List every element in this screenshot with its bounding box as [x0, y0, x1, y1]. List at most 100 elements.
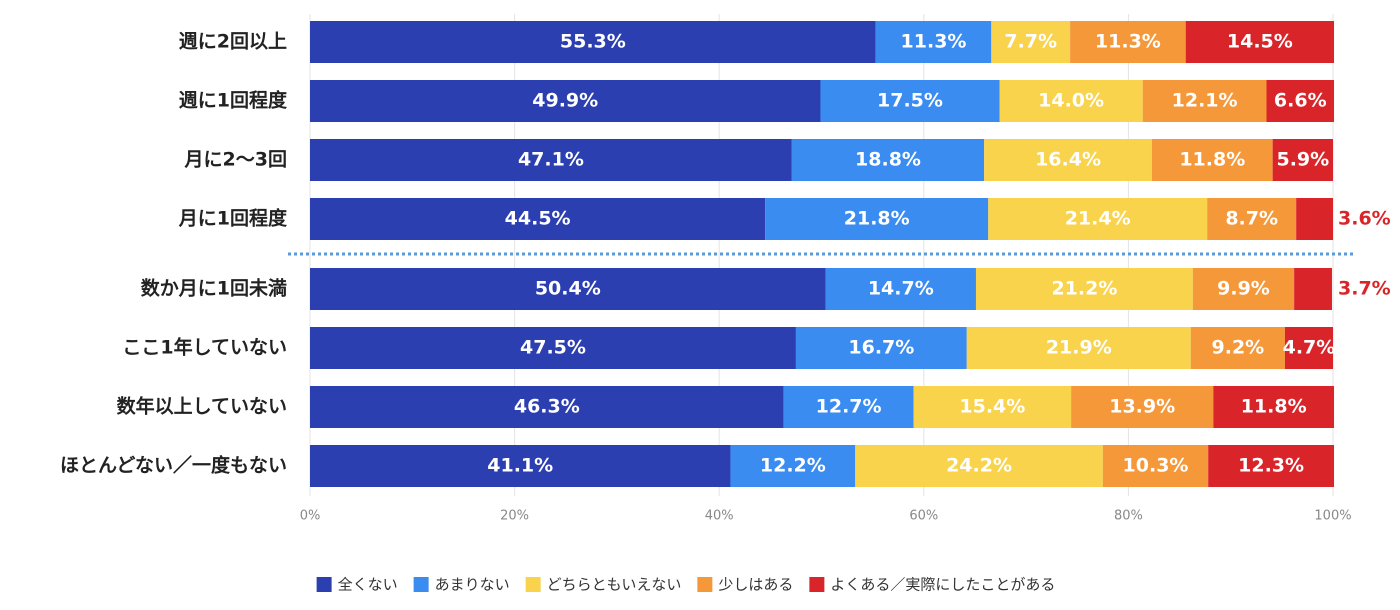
value-label: 6.6%: [1274, 90, 1327, 112]
legend-swatch: [697, 577, 713, 592]
bar-segment: [310, 198, 766, 240]
bar-segment: [310, 139, 792, 181]
legend-item: どちらともいえない: [525, 576, 682, 594]
legend-label: 全くない: [338, 576, 398, 594]
bars: 週に2回以上 55.3% 11.3% 7.7% 11.3% 14.5% 週に1回程度 49.9…: [60, 21, 1391, 487]
legend-swatch: [316, 577, 332, 592]
value-label: 12.3%: [1238, 455, 1304, 477]
value-label: 15.4%: [959, 396, 1025, 418]
bar-segment: [1272, 139, 1333, 181]
value-label: 4.7%: [1283, 337, 1336, 359]
value-label: 8.7%: [1225, 208, 1278, 230]
bar-segment: [1294, 268, 1332, 310]
value-label: 16.7%: [848, 337, 914, 359]
x-tick-label: 100%: [1314, 509, 1351, 524]
bar-segment: [1192, 268, 1295, 310]
legend-item: あまりない: [413, 576, 510, 594]
value-label: 17.5%: [877, 90, 943, 112]
bar-segment: [991, 21, 1071, 63]
value-label: 9.9%: [1217, 278, 1270, 300]
value-label: 3.6%: [1338, 208, 1391, 230]
bar-segment: [310, 327, 796, 369]
bar-segment: [988, 198, 1208, 240]
category-label: 週に2回以上: [179, 31, 287, 53]
legend-label: どちらともいえない: [547, 576, 682, 594]
value-label: 24.2%: [946, 455, 1012, 477]
value-label: 11.3%: [1095, 31, 1161, 53]
bar-segment: [1071, 386, 1214, 428]
x-tick-label: 80%: [1114, 509, 1143, 524]
bar-segment: [1207, 198, 1297, 240]
bar-segment: [310, 445, 731, 487]
value-label: 21.8%: [844, 208, 910, 230]
value-label: 11.8%: [1241, 396, 1307, 418]
legend-swatch: [809, 577, 825, 592]
legend-swatch: [413, 577, 429, 592]
value-label: 13.9%: [1109, 396, 1175, 418]
bar-segment: [1070, 21, 1186, 63]
bar-segment: [795, 327, 967, 369]
bar-segment: [1284, 327, 1333, 369]
value-label: 9.2%: [1212, 337, 1265, 359]
value-label: 55.3%: [560, 31, 626, 53]
legend-item: 少しはある: [697, 576, 793, 594]
value-label: 11.8%: [1179, 149, 1245, 171]
value-label: 14.0%: [1038, 90, 1104, 112]
bar-segment: [1142, 80, 1267, 122]
category-label: ほとんどない／一度もない: [60, 454, 287, 477]
category-label: 数年以上していない: [117, 395, 287, 418]
bar-segment: [310, 21, 876, 63]
x-tick-label: 20%: [500, 509, 529, 524]
bar-segment: [730, 445, 856, 487]
value-label: 14.7%: [868, 278, 934, 300]
bar-segment: [310, 386, 784, 428]
bar-segment: [1208, 445, 1335, 487]
legend-item: よくある／実際にしたことがある: [809, 576, 1055, 594]
bar-segment: [765, 198, 989, 240]
value-label: 11.3%: [901, 31, 967, 53]
x-tick-label: 0%: [300, 509, 321, 524]
bar-segment: [1185, 21, 1335, 63]
bar-segment: [913, 386, 1072, 428]
bar-segment: [984, 139, 1152, 181]
bar-segment: [855, 445, 1103, 487]
bar-segment: [966, 327, 1191, 369]
bar-segment: [310, 80, 821, 122]
value-label: 47.1%: [518, 149, 584, 171]
category-label: ここ1年していない: [122, 336, 287, 359]
legend-label: あまりない: [435, 576, 510, 594]
value-label: 21.2%: [1051, 278, 1117, 300]
value-label: 10.3%: [1123, 455, 1189, 477]
bar-segment: [1213, 386, 1335, 428]
value-label: 50.4%: [535, 278, 601, 300]
value-label: 18.8%: [855, 149, 921, 171]
bar-segment: [975, 268, 1193, 310]
value-label: 41.1%: [487, 455, 553, 477]
value-label: 21.9%: [1046, 337, 1112, 359]
value-label: 12.1%: [1172, 90, 1238, 112]
bar-segment: [783, 386, 914, 428]
value-label: 47.5%: [520, 337, 586, 359]
bar-segment: [1102, 445, 1209, 487]
legend-label: 少しはある: [718, 576, 793, 594]
value-label: 44.5%: [505, 208, 571, 230]
category-label: 数か月に1回未満: [141, 277, 287, 300]
value-label: 7.7%: [1004, 31, 1057, 53]
legend: 全くない あまりない どちらともいえない 少しはある よくある／実際にしたことがある: [316, 576, 1055, 594]
value-label: 5.9%: [1276, 149, 1329, 171]
bar-segment: [1190, 327, 1285, 369]
value-label: 3.7%: [1338, 278, 1391, 300]
legend-label: よくある／実際にしたことがある: [830, 576, 1055, 594]
x-tick-label: 60%: [909, 509, 938, 524]
category-label: 月に2〜3回: [184, 149, 287, 171]
legend-swatch: [525, 577, 541, 592]
bar-segment: [1296, 198, 1333, 240]
bar-segment: [825, 268, 976, 310]
value-label: 49.9%: [532, 90, 598, 112]
value-label: 46.3%: [514, 396, 580, 418]
x-tick-label: 40%: [705, 509, 734, 524]
bar-segment: [1151, 139, 1273, 181]
legend-item: 全くない: [316, 576, 398, 594]
